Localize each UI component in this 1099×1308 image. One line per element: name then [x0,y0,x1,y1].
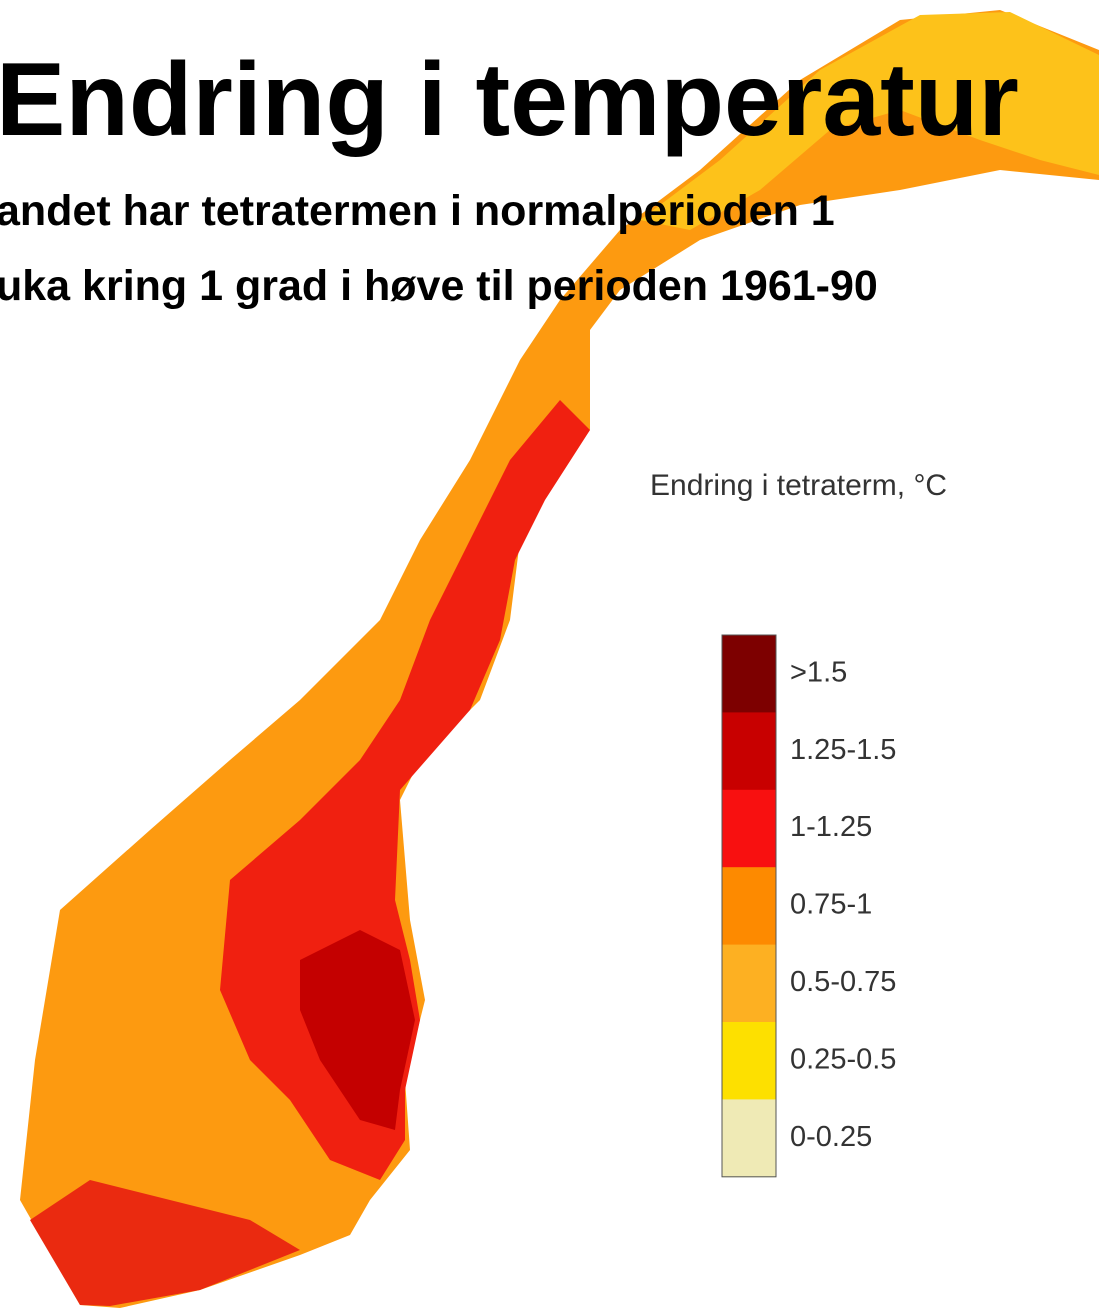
land-darkred-core [300,930,415,1130]
legend-label: 0.25-0.5 [790,1043,896,1075]
legend-label: 1.25-1.5 [790,734,896,766]
legend-title: Endring i tetraterm, °C [650,469,947,502]
legend-swatch [722,944,776,1023]
subtitle-line: andet har tetratermen i normalperioden 1 [0,187,835,235]
legend-label: 0.5-0.75 [790,966,896,998]
title: Endring i temperatur [0,42,1019,158]
map [20,10,1099,1308]
legend-swatch [722,867,776,946]
legend-label: >1.5 [790,656,847,688]
legend-border [721,634,777,1178]
legend: >1.5 1.25-1.5 1-1.25 0.75-1 0.5-0.75 0.25-0.5… [721,634,896,1178]
land-red-south [30,1180,300,1306]
legend-swatch [722,712,776,791]
legend-label: 0-0.25 [790,1121,872,1153]
legend-swatch [722,789,776,868]
legend-label: 0.75-1 [790,889,872,921]
legend-swatch [722,635,776,713]
legend-swatch [722,1022,776,1100]
subtitle-line: uka kring 1 grad i høve til perioden 196… [0,262,878,310]
land-yellow-north [640,12,1099,230]
legend-label: 1-1.25 [790,811,872,843]
legend-swatch [722,1099,776,1178]
